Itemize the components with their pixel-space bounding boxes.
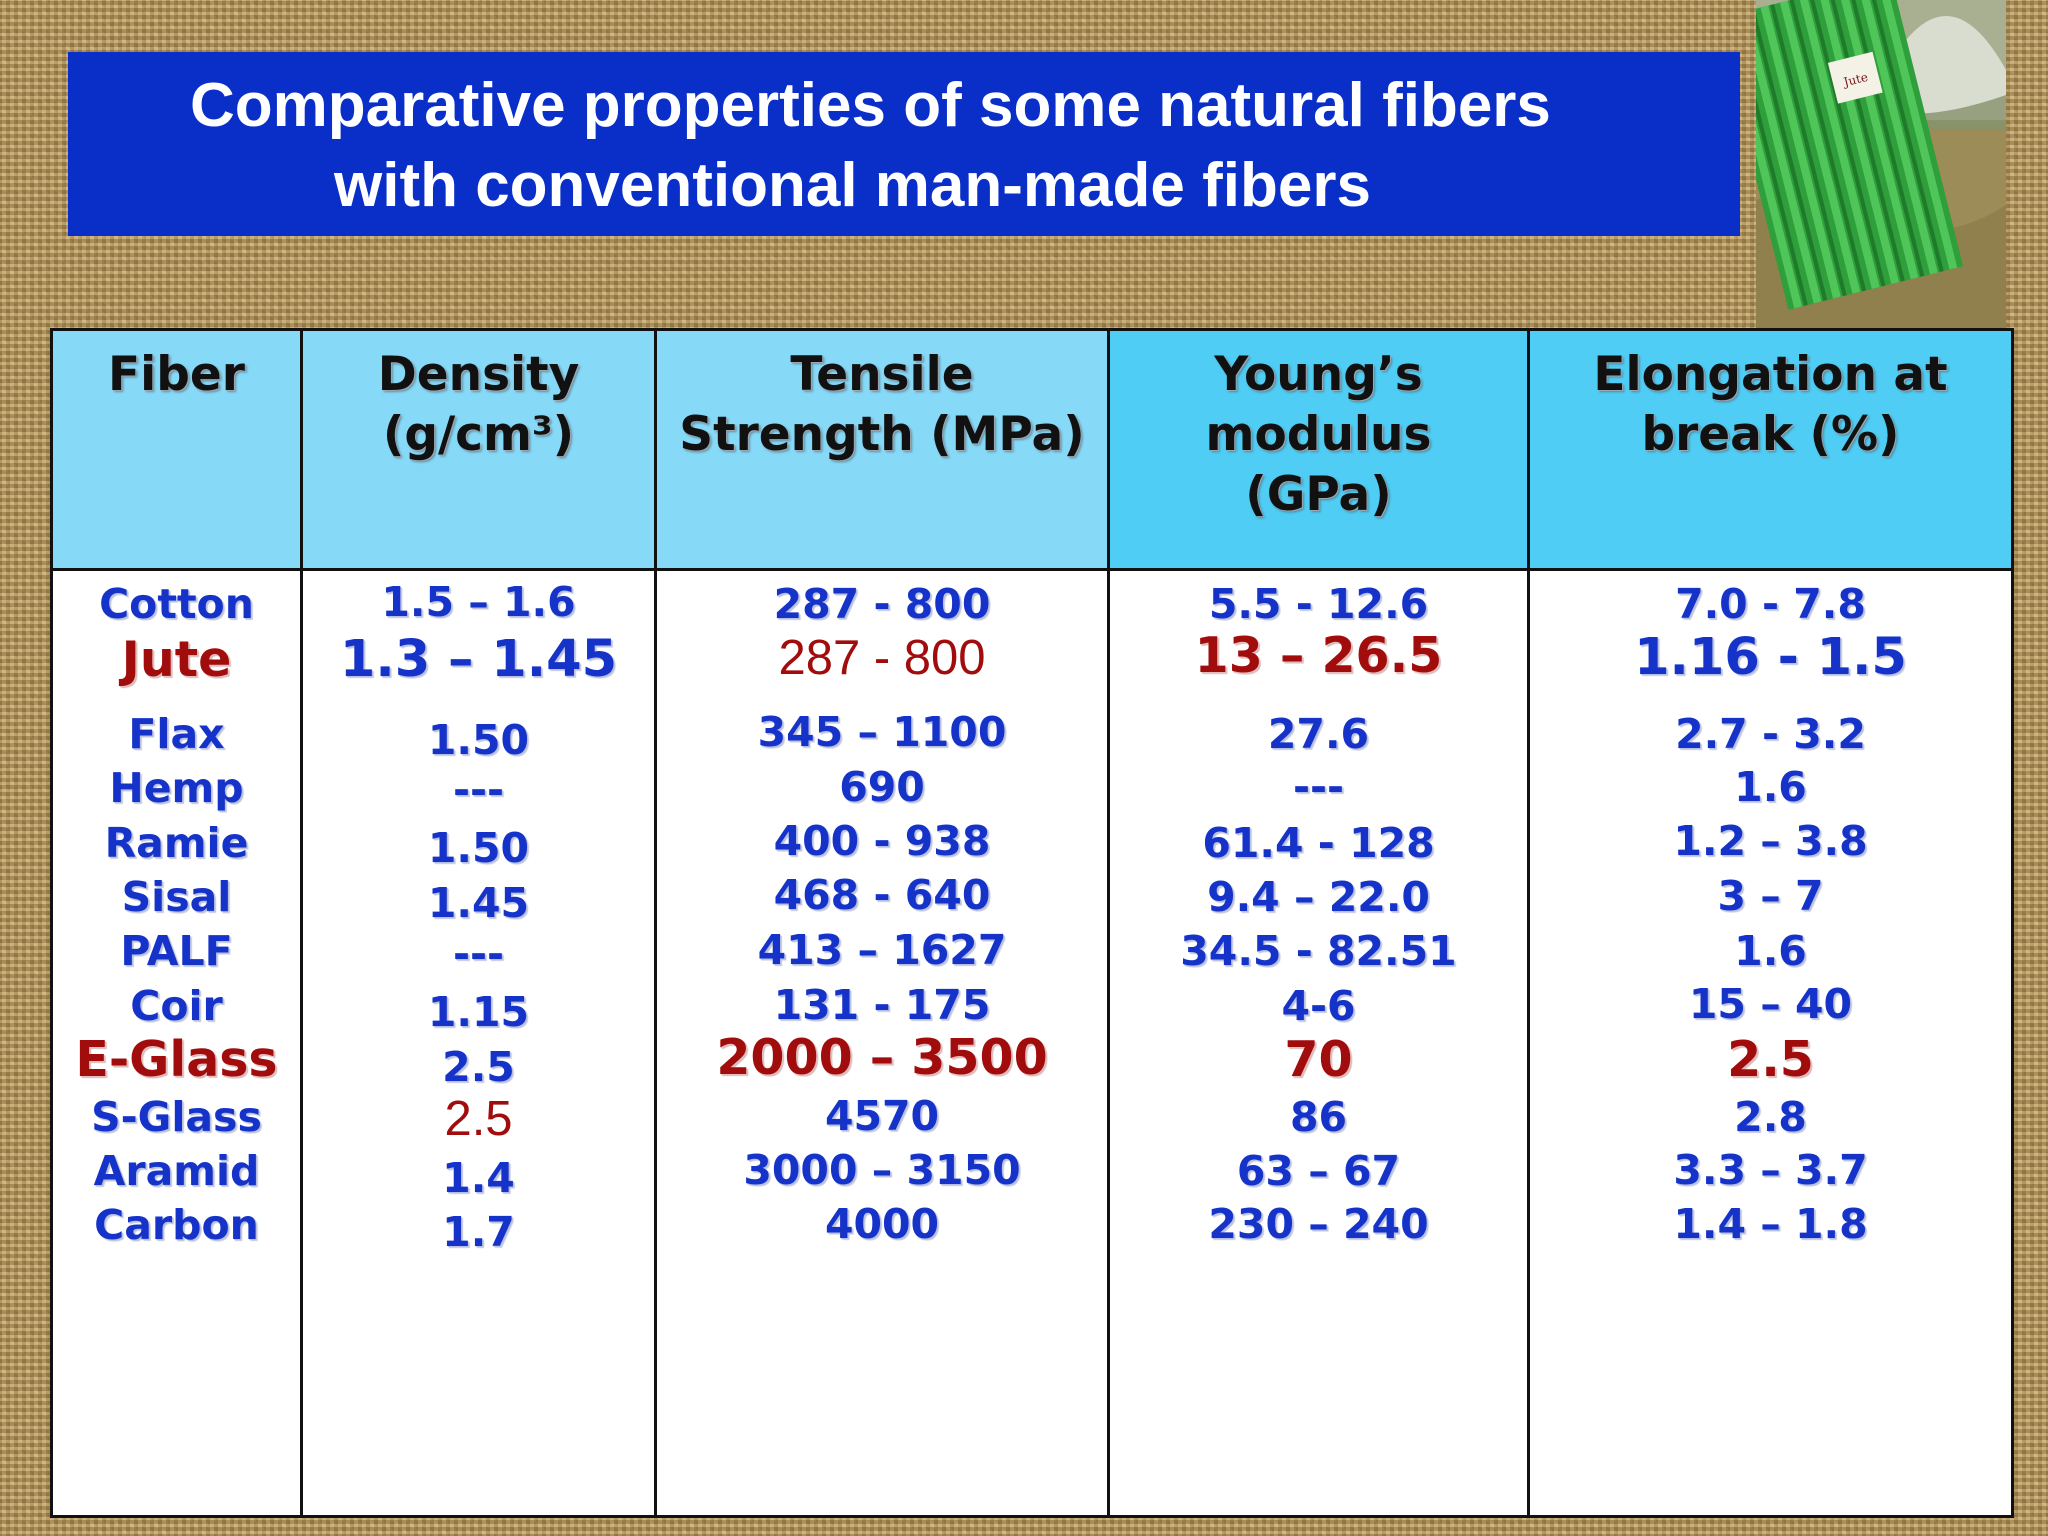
density-palf: ---	[452, 930, 505, 978]
elongation-coir: 15 – 40	[1688, 980, 1853, 1028]
header-density-label: Density (g/cm³)	[377, 347, 580, 462]
header-fiber: Fiber	[53, 331, 300, 571]
fiber-column: Fiber Cotton Jute Flax Hemp Ramie Sisal …	[53, 331, 303, 1515]
title-line-1: Comparative properties of some natural f…	[190, 71, 1551, 140]
header-elongation: Elongation at break (%)	[1530, 331, 2011, 571]
fiber-s-glass: S-Glass	[91, 1093, 262, 1141]
tensile-cotton: 287 - 800	[773, 580, 991, 628]
fiber-cotton: Cotton	[99, 580, 254, 628]
density-flax: 1.50	[427, 716, 530, 764]
fiber-column-body: Cotton Jute Flax Hemp Ramie Sisal PALF C…	[53, 571, 300, 1515]
density-hemp: ---	[452, 766, 505, 814]
young-column-body: 5.5 - 12.6 13 – 26.5 27.6 --- 61.4 - 128…	[1110, 571, 1527, 1515]
tensile-column-body: 287 - 800 287 - 800 345 – 1100 690 400 -…	[657, 571, 1107, 1515]
header-tensile: Tensile Strength (MPa)	[657, 331, 1107, 571]
young-jute: 13 – 26.5	[1194, 627, 1443, 684]
elongation-e-glass: 2.5	[1727, 1031, 1814, 1088]
density-column: Density (g/cm³) 1.5 – 1.6 1.3 – 1.45 1.5…	[303, 331, 657, 1515]
tensile-coir: 131 - 175	[773, 981, 991, 1029]
elongation-ramie: 1.2 – 3.8	[1673, 817, 1868, 865]
elongation-palf: 1.6	[1734, 927, 1807, 975]
density-s-glass: 2.5	[444, 1092, 513, 1146]
fiber-palf: PALF	[120, 927, 233, 975]
density-cotton: 1.5 – 1.6	[381, 578, 576, 626]
young-e-glass: 70	[1284, 1031, 1353, 1088]
density-sisal: 1.45	[427, 879, 530, 927]
elongation-carbon: 1.4 – 1.8	[1673, 1200, 1868, 1248]
title-line-2: with conventional man-made fibers	[334, 151, 1371, 220]
elongation-aramid: 3.3 – 3.7	[1673, 1146, 1868, 1194]
title-banner: Comparative properties of some natural f…	[68, 52, 1740, 236]
tensile-ramie: 400 - 938	[773, 817, 991, 865]
header-young-label: Young’s modulus (GPa)	[1205, 347, 1432, 522]
density-carbon: 1.7	[442, 1208, 515, 1256]
density-coir: 1.15	[427, 988, 530, 1036]
header-fiber-label: Fiber	[108, 347, 245, 402]
fiber-aramid: Aramid	[93, 1147, 260, 1195]
header-tensile-label: Tensile Strength (MPa)	[679, 347, 1085, 462]
elongation-jute: 1.16 - 1.5	[1634, 628, 1907, 687]
elongation-flax: 2.7 - 3.2	[1675, 710, 1866, 758]
young-carbon: 230 – 240	[1208, 1200, 1429, 1248]
young-flax: 27.6	[1267, 710, 1370, 758]
fiber-properties-table: Fiber Cotton Jute Flax Hemp Ramie Sisal …	[50, 328, 2014, 1518]
tensile-sisal: 468 - 640	[773, 871, 991, 919]
tensile-e-glass: 2000 – 3500	[716, 1029, 1048, 1086]
fiber-flax: Flax	[128, 710, 225, 758]
young-cotton: 5.5 - 12.6	[1208, 580, 1429, 628]
elongation-column: Elongation at break (%) 7.0 - 7.8 1.16 -…	[1530, 331, 2011, 1515]
fiber-hemp: Hemp	[109, 764, 244, 812]
fiber-e-glass: E-Glass	[75, 1031, 278, 1088]
young-sisal: 9.4 – 22.0	[1207, 873, 1430, 921]
density-column-body: 1.5 – 1.6 1.3 – 1.45 1.50 --- 1.50 1.45 …	[303, 571, 654, 1515]
photo-label: Jute	[1840, 70, 1869, 90]
tensile-jute: 287 - 800	[778, 631, 986, 685]
young-hemp: ---	[1292, 763, 1345, 811]
density-e-glass: 2.5	[442, 1043, 515, 1091]
fiber-jute: Jute	[121, 631, 232, 688]
elongation-s-glass: 2.8	[1734, 1093, 1807, 1141]
density-jute: 1.3 – 1.45	[339, 630, 618, 689]
header-young: Young’s modulus (GPa)	[1110, 331, 1527, 571]
fiber-sisal: Sisal	[121, 873, 232, 921]
young-ramie: 61.4 - 128	[1202, 819, 1435, 867]
fiber-ramie: Ramie	[104, 819, 249, 867]
fiber-coir: Coir	[130, 982, 223, 1030]
young-aramid: 63 – 67	[1236, 1147, 1401, 1195]
young-palf: 34.5 - 82.51	[1180, 927, 1457, 975]
tensile-aramid: 3000 – 3150	[743, 1146, 1021, 1194]
elongation-cotton: 7.0 - 7.8	[1675, 580, 1866, 628]
elongation-sisal: 3 – 7	[1717, 872, 1824, 920]
tensile-carbon: 4000	[824, 1200, 940, 1248]
elongation-column-body: 7.0 - 7.8 1.16 - 1.5 2.7 - 3.2 1.6 1.2 –…	[1530, 571, 2011, 1515]
jute-sheet-photo: Jute	[1756, 0, 2006, 328]
tensile-s-glass: 4570	[824, 1092, 940, 1140]
fiber-carbon: Carbon	[94, 1201, 259, 1249]
tensile-palf: 413 – 1627	[757, 926, 1007, 974]
tensile-flax: 345 – 1100	[757, 708, 1007, 756]
elongation-hemp: 1.6	[1734, 763, 1807, 811]
header-density: Density (g/cm³)	[303, 331, 654, 571]
density-ramie: 1.50	[427, 824, 530, 872]
tensile-column: Tensile Strength (MPa) 287 - 800 287 - 8…	[657, 331, 1110, 1515]
young-coir: 4-6	[1281, 982, 1356, 1030]
young-s-glass: 86	[1289, 1093, 1348, 1141]
young-column: Young’s modulus (GPa) 5.5 - 12.6 13 – 26…	[1110, 331, 1530, 1515]
density-aramid: 1.4	[442, 1154, 515, 1202]
tensile-hemp: 690	[839, 763, 925, 811]
header-elongation-label: Elongation at break (%)	[1593, 347, 1948, 462]
